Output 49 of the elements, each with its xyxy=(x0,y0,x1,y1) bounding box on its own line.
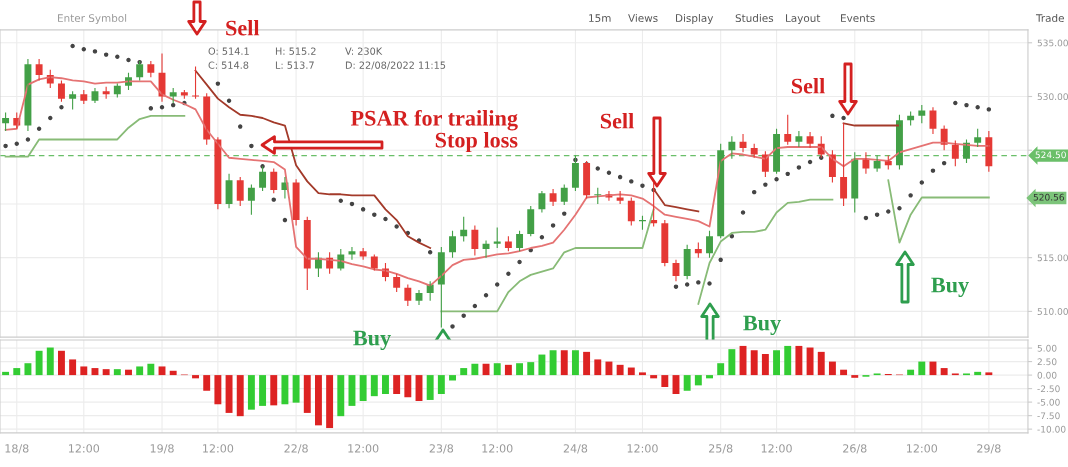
annotation: PSAR for trailing Stop loss xyxy=(350,109,518,153)
y-tick-label: 530.00 xyxy=(1037,93,1068,101)
y-tick-label: -5.00 xyxy=(1037,398,1060,406)
annotation: Sell xyxy=(226,19,260,36)
y-tick-label: 2.50 xyxy=(1037,358,1057,366)
annotation: Buy xyxy=(353,330,391,351)
annotation: L: 513.7 xyxy=(275,61,314,69)
text: Layout xyxy=(786,14,821,25)
annotation: Buy xyxy=(743,315,781,336)
annotation: Sell xyxy=(600,112,634,129)
text: Views xyxy=(628,13,658,23)
y-tick-label: 515.00 xyxy=(1037,254,1068,262)
y-tick-label: 535.00 xyxy=(1037,39,1068,47)
text: 15m xyxy=(589,14,611,23)
x-tick-label: 18/8 xyxy=(5,444,29,454)
ref-line-label: 524.50 xyxy=(1035,151,1066,159)
y-tick-label: -10.00 xyxy=(1037,425,1066,433)
x-tick-label: 29/8 xyxy=(977,444,1001,454)
text: Trade xyxy=(1035,13,1064,23)
x-tick-label: 12:00 xyxy=(627,444,658,453)
x-tick-label: 12:00 xyxy=(761,444,792,453)
x-tick-label: 22/8 xyxy=(284,444,308,454)
x-tick-label: 12:00 xyxy=(482,444,513,453)
text: Enter Symbol xyxy=(58,13,127,25)
annotation: H: 515.2 xyxy=(275,47,316,55)
x-tick-label: 12:00 xyxy=(348,444,379,453)
y-tick-label: -2.50 xyxy=(1037,385,1060,393)
y-tick-label: 5.00 xyxy=(1037,344,1057,352)
annotation: O: 514.1 xyxy=(208,47,249,55)
x-tick-label: 25/8 xyxy=(709,444,733,454)
annotation: D: 22/08/2022 11:15 xyxy=(345,61,446,70)
x-tick-label: 12:00 xyxy=(203,444,234,453)
text: 520.56 xyxy=(1033,193,1065,201)
x-tick-label: 12:00 xyxy=(907,444,938,453)
x-tick-label: 26/8 xyxy=(843,444,867,454)
y-tick-label: 510.00 xyxy=(1037,308,1068,315)
annotation: Sell xyxy=(791,77,825,94)
x-tick-label: 12:00 xyxy=(69,444,100,453)
annotation: C: 514.8 xyxy=(208,61,249,69)
x-tick-label: 23/8 xyxy=(429,444,454,454)
y-tick-label: -7.50 xyxy=(1037,412,1060,420)
x-tick-label: 24/8 xyxy=(563,444,588,454)
text: Display xyxy=(676,13,714,25)
annotation: V: 230K xyxy=(345,47,383,55)
annotation: Buy xyxy=(931,277,969,298)
x-tick-label: 19/8 xyxy=(150,444,174,454)
y-tick-label: 0.00 xyxy=(1037,371,1057,379)
text: Studies xyxy=(735,13,774,23)
text: Events xyxy=(841,14,875,23)
